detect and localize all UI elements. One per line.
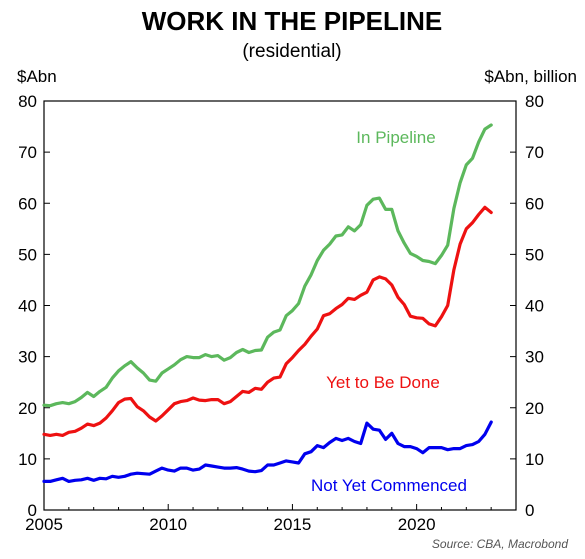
x-tick-label: 2015 [274, 515, 312, 534]
x-tick-label: 2010 [149, 515, 187, 534]
y-tick-label-right: 60 [525, 194, 544, 213]
left-axis-unit: $Abn [17, 67, 57, 86]
y-tick-label-right: 40 [525, 297, 544, 316]
y-tick-label-left: 60 [18, 194, 37, 213]
y-tick-label-right: 10 [525, 450, 544, 469]
source-note: Source: CBA, Macrobond [432, 537, 568, 551]
series-layer [42, 123, 493, 483]
series-line-not-yet-commenced [42, 420, 493, 483]
y-tick-label-left: 10 [18, 450, 37, 469]
y-tick-label-right: 70 [525, 143, 544, 162]
y-tick-label-left: 0 [28, 501, 37, 520]
y-tick-label-left: 70 [18, 143, 37, 162]
right-axis-unit: $Abn, billion [484, 67, 577, 86]
series-line-yet-to-be-done [42, 205, 493, 437]
y-tick-label-left: 20 [18, 399, 37, 418]
y-tick-label-left: 50 [18, 245, 37, 264]
y-tick-label-left: 30 [18, 348, 37, 367]
y-tick-label-left: 40 [18, 297, 37, 316]
y-tick-label-right: 80 [525, 92, 544, 111]
series-line-in-pipeline [42, 123, 493, 408]
series-label-not-yet-commenced: Not Yet Commenced [311, 476, 467, 495]
x-tick-label: 2020 [398, 515, 436, 534]
y-tick-label-right: 0 [525, 501, 534, 520]
series-label-yet-to-be-done: Yet to Be Done [326, 373, 440, 392]
y-tick-label-right: 30 [525, 348, 544, 367]
y-tick-label-left: 80 [18, 92, 37, 111]
chart-subtitle: (residential) [242, 41, 341, 62]
chart-title: WORK IN THE PIPELINE [142, 6, 442, 36]
series-label-in-pipeline: In Pipeline [356, 128, 435, 147]
x-tick-label: 2005 [25, 515, 63, 534]
y-tick-label-right: 50 [525, 245, 544, 264]
y-tick-label-right: 20 [525, 399, 544, 418]
